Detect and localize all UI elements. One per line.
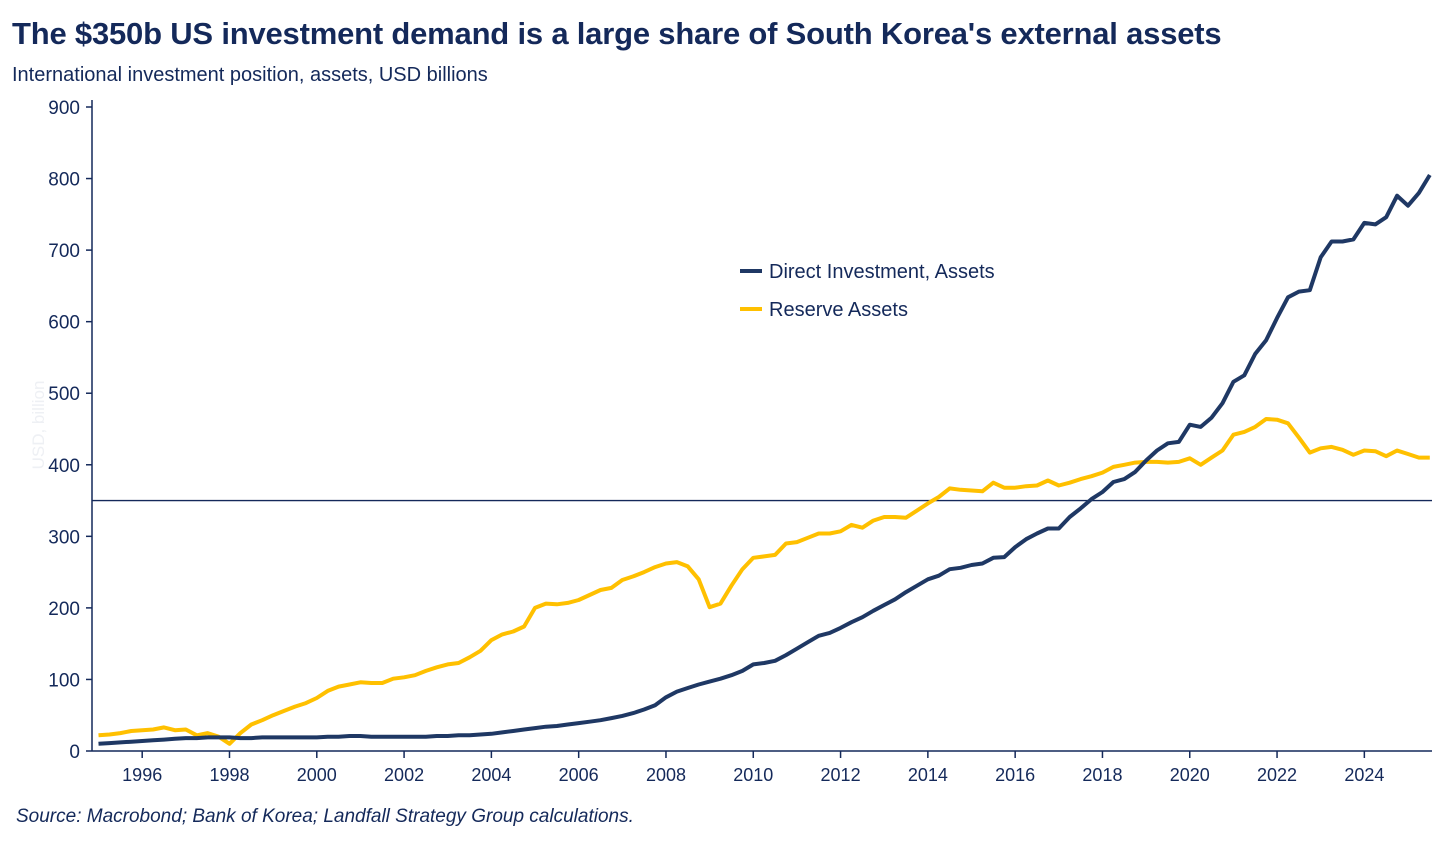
x-tick-label: 2020	[1170, 765, 1210, 785]
y-tick-label: 900	[48, 98, 80, 119]
x-tick-label: 2006	[559, 765, 599, 785]
series-line-reserve-assets	[98, 417, 1430, 746]
x-tick-label: 2000	[297, 765, 337, 785]
x-tick-label: 2008	[646, 765, 686, 785]
x-tick-label: 2016	[995, 765, 1035, 785]
legend-label-direct-investment: Direct Investment, Assets	[769, 261, 995, 283]
series-line-direct-investment	[98, 173, 1432, 746]
y-tick-label: 700	[48, 241, 80, 262]
y-tick-label: 400	[48, 456, 80, 477]
y-tick-label: 200	[48, 599, 80, 620]
x-tick-label: 2014	[908, 765, 948, 785]
y-axis-label: USD, billion	[29, 381, 48, 470]
y-tick-label: 800	[48, 170, 80, 191]
x-tick-label: 1996	[122, 765, 162, 785]
chart-title: The $350b US investment demand is a larg…	[12, 16, 1222, 51]
legend-label-reserve-assets: Reserve Assets	[769, 299, 908, 321]
x-tick-label: 1998	[209, 765, 249, 785]
y-tick-label: 500	[48, 384, 80, 405]
x-tick-label: 2004	[471, 765, 511, 785]
legend: Direct Investment, Assets Reserve Assets	[740, 261, 995, 321]
source-note: Source: Macrobond; Bank of Korea; Landfa…	[16, 806, 634, 827]
x-tick-label: 2024	[1344, 765, 1384, 785]
chart-subtitle: International investment position, asset…	[12, 64, 488, 86]
y-tick-label: 600	[48, 313, 80, 334]
x-tick-label: 2022	[1257, 765, 1297, 785]
y-tick-label: 300	[48, 527, 80, 548]
y-tick-label: 0	[69, 742, 80, 763]
x-tick-label: 2002	[384, 765, 424, 785]
x-tick-label: 2018	[1082, 765, 1122, 785]
x-tick-label: 2012	[821, 765, 861, 785]
y-tick-label: 100	[48, 670, 80, 691]
x-tick-label: 2010	[733, 765, 773, 785]
